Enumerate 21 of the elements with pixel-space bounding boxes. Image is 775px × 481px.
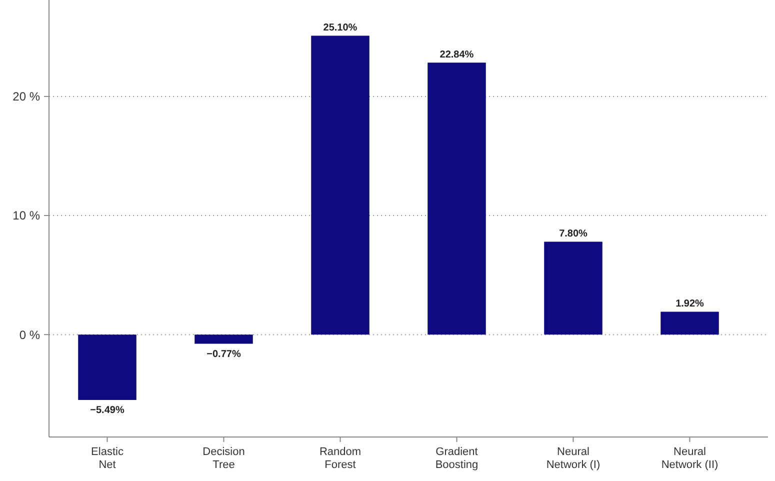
data-label: 7.80%: [559, 228, 588, 240]
x-tick-label: Random Forest: [319, 446, 362, 471]
bar: [78, 334, 136, 400]
x-tick-label: Neural Network (I): [546, 446, 600, 471]
x-tick-label: Gradient Boosting: [435, 446, 478, 471]
data-label: −0.77%: [206, 348, 241, 360]
bar: [428, 62, 486, 335]
bar: [660, 312, 719, 335]
data-label: 22.84%: [440, 50, 474, 61]
x-tick-label: Elastic Net: [91, 446, 124, 471]
y-tick-label: 0 %: [19, 328, 40, 342]
x-tick-label: Neural Network (II): [661, 446, 718, 471]
y-tick-label: 20 %: [12, 90, 40, 104]
x-tick-label: Decision Tree: [202, 446, 245, 471]
data-label: −5.49%: [90, 404, 124, 416]
y-tick-label: 10 %: [12, 208, 40, 223]
bar: [194, 334, 253, 344]
data-label: 1.92%: [676, 298, 704, 310]
data-label: 25.10%: [323, 22, 358, 34]
bar: [311, 36, 370, 335]
bar: [544, 242, 602, 335]
